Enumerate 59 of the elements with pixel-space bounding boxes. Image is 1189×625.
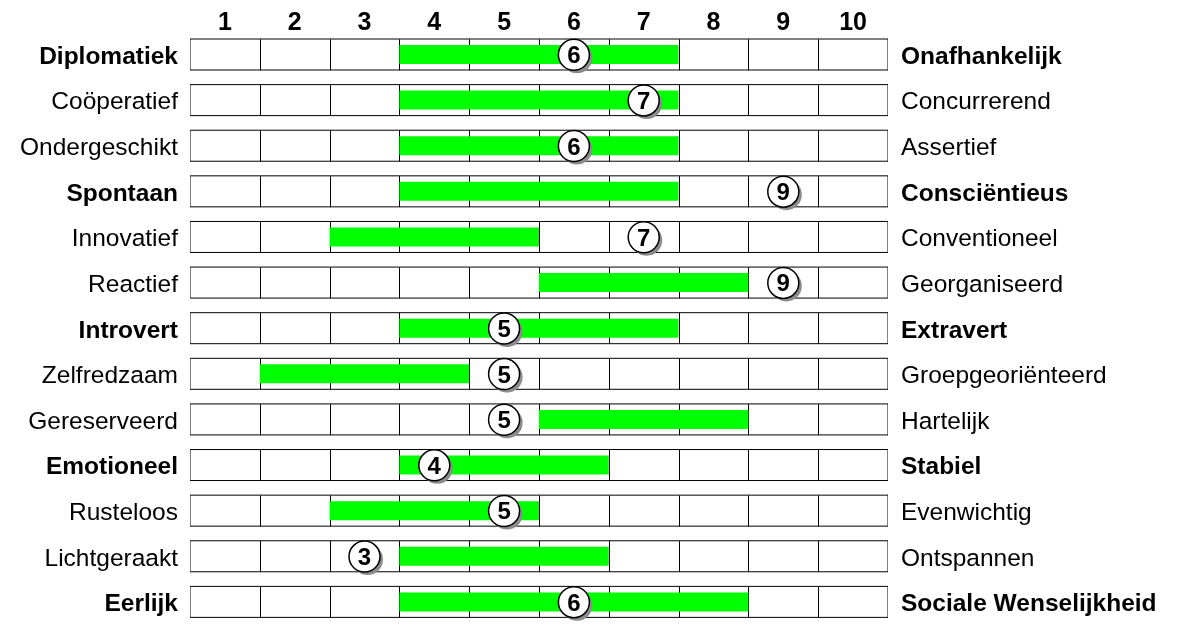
data-label: 4 bbox=[427, 451, 442, 479]
y2-tick-label: Georganiseerd bbox=[901, 269, 1064, 297]
bar bbox=[539, 409, 749, 429]
bar bbox=[259, 364, 470, 384]
data-label: 7 bbox=[637, 86, 651, 114]
x-tick-label: 5 bbox=[497, 7, 512, 35]
y-tick-label: Ondergeschikt bbox=[20, 132, 179, 160]
x-tick-label: 7 bbox=[636, 7, 651, 35]
y2-tick-label: Conventioneel bbox=[901, 223, 1058, 251]
y-tick-label: Diplomatiek bbox=[39, 41, 179, 69]
data-label: 6 bbox=[567, 41, 581, 69]
x-tick-label: 10 bbox=[839, 7, 868, 35]
y-tick-label: Zelfredzaam bbox=[41, 360, 178, 388]
bar bbox=[190, 84, 888, 117]
bar bbox=[329, 227, 539, 247]
x-tick-label: 4 bbox=[427, 7, 442, 35]
y2-tick-label: Sociale Wenselijkheid bbox=[901, 588, 1157, 616]
y-tick-label: Eerlijk bbox=[104, 588, 179, 616]
x-tick-label: 2 bbox=[287, 7, 302, 35]
y2-tick-label: Hartelijk bbox=[901, 406, 991, 434]
data-label: 6 bbox=[567, 132, 581, 160]
data-label: 9 bbox=[776, 269, 790, 297]
data-label: 6 bbox=[567, 588, 581, 616]
data-label: 5 bbox=[497, 497, 511, 525]
x-tick-label: 3 bbox=[357, 7, 372, 35]
bar bbox=[190, 449, 888, 482]
x-tick-label: 6 bbox=[566, 7, 581, 35]
y2-tick-label: Evenwichtig bbox=[901, 497, 1032, 525]
data-label: 3 bbox=[357, 543, 372, 571]
y-tick-label: Gereserveerd bbox=[28, 406, 178, 434]
bar bbox=[539, 273, 749, 293]
y2-tick-label: Assertief bbox=[901, 132, 997, 160]
y-tick-label: Emotioneel bbox=[45, 451, 178, 479]
bar bbox=[399, 181, 679, 201]
x-tick-label: 8 bbox=[706, 7, 721, 35]
y2-tick-label: Stabiel bbox=[901, 451, 982, 479]
data-label: 5 bbox=[497, 406, 511, 434]
data-label: 7 bbox=[637, 223, 651, 251]
x-tick-label: 1 bbox=[217, 7, 232, 35]
y2-tick-label: Groepgeoriënteerd bbox=[901, 360, 1107, 388]
data-label: 9 bbox=[776, 178, 790, 206]
y2-tick-label: Onafhankelijk bbox=[901, 41, 1063, 69]
y-tick-label: Rusteloos bbox=[69, 497, 178, 525]
data-label: 5 bbox=[497, 360, 511, 388]
y-tick-label: Lichtgeraakt bbox=[44, 543, 179, 571]
y2-tick-label: Concurrerend bbox=[901, 86, 1051, 114]
y-tick-label: Introvert bbox=[78, 315, 178, 342]
y-tick-label: Reactief bbox=[88, 269, 179, 297]
y-tick-label: Coöperatief bbox=[51, 86, 179, 114]
y2-tick-label: Consciëntieus bbox=[901, 178, 1069, 206]
y-tick-label: Innovatief bbox=[71, 223, 179, 251]
y2-tick-label: Extravert bbox=[901, 315, 1008, 342]
y2-tick-label: Ontspannen bbox=[901, 543, 1035, 571]
bar bbox=[190, 312, 888, 345]
bar bbox=[399, 546, 609, 566]
x-tick-label: 9 bbox=[776, 7, 791, 35]
bar bbox=[190, 540, 888, 573]
data-label: 5 bbox=[497, 315, 511, 343]
y-tick-label: Spontaan bbox=[66, 178, 178, 206]
